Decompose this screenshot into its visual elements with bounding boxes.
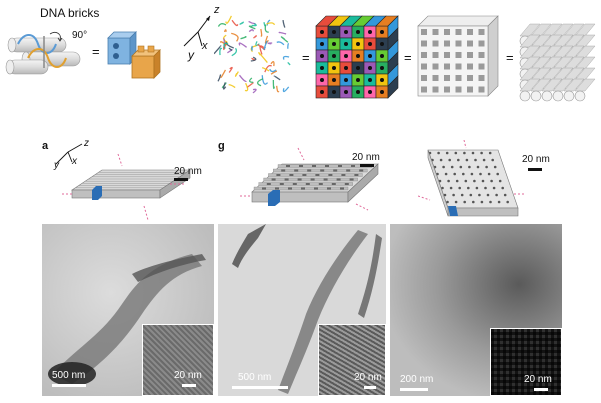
equals-sign-1: = — [92, 44, 100, 59]
tem-inset-a — [142, 324, 214, 396]
scale-schematic-a: 20 nm — [174, 166, 202, 177]
axis-y-a: y — [54, 160, 59, 171]
axis-x-top: x — [202, 40, 208, 52]
axes-icon-panel-a — [52, 136, 92, 170]
scale-inset-a: 20 nm — [174, 370, 202, 381]
scale-bar-schematic-g — [360, 164, 374, 167]
schematic-3-sheet — [417, 139, 528, 226]
scale-bar-schematic-3 — [528, 168, 542, 171]
panel-letter-g: g — [218, 140, 225, 152]
schematic-g-sheet — [238, 144, 388, 220]
cylinder-bundle — [516, 10, 598, 104]
axis-x-a: x — [72, 156, 77, 167]
scale-schematic-3: 20 nm — [522, 154, 550, 165]
tem-inset-g — [318, 324, 386, 396]
tem-inset-3 — [490, 328, 562, 396]
scale-tem-a: 500 nm — [52, 370, 86, 381]
angle-label: 90° — [72, 30, 88, 41]
axis-y-top: y — [188, 48, 194, 62]
tem-image-a: 500 nm 20 nm — [42, 224, 214, 396]
grey-channel-cube — [412, 10, 502, 102]
panel-letter-a: a — [42, 140, 49, 152]
scale-bar-tem-g — [232, 386, 288, 389]
scale-tem-3: 200 nm — [400, 374, 434, 385]
axes-icon-top — [178, 6, 218, 58]
schematic-a-sheet — [62, 150, 200, 226]
axis-z-a: z — [84, 138, 89, 149]
scale-bar-inset-a — [182, 384, 196, 387]
axis-z-top: z — [214, 4, 220, 16]
scale-tem-g: 500 nm — [238, 372, 272, 383]
dna-bricks-cylinders — [4, 22, 86, 84]
colored-brick-cube — [312, 10, 404, 102]
tem-image-g: 500 nm 20 nm — [218, 224, 386, 396]
scale-bar-inset-g — [364, 386, 376, 389]
equals-sign-2: = — [302, 50, 310, 65]
scale-bar-tem-a — [52, 384, 86, 387]
dna-strands-block — [213, 14, 298, 98]
scale-bar-tem-3 — [400, 388, 428, 391]
scale-inset-g: 20 nm — [354, 372, 382, 383]
tem-image-3: 200 nm 20 nm — [390, 224, 562, 396]
equals-sign-3: = — [404, 50, 412, 65]
dna-bricks-label: DNA bricks — [40, 6, 100, 20]
equals-sign-4: = — [506, 50, 514, 65]
scale-bar-schematic-a — [174, 178, 188, 181]
scale-inset-3: 20 nm — [524, 374, 552, 385]
scale-schematic-g: 20 nm — [352, 152, 380, 163]
brick-blocks — [102, 30, 170, 86]
scale-bar-inset-3 — [534, 388, 548, 391]
